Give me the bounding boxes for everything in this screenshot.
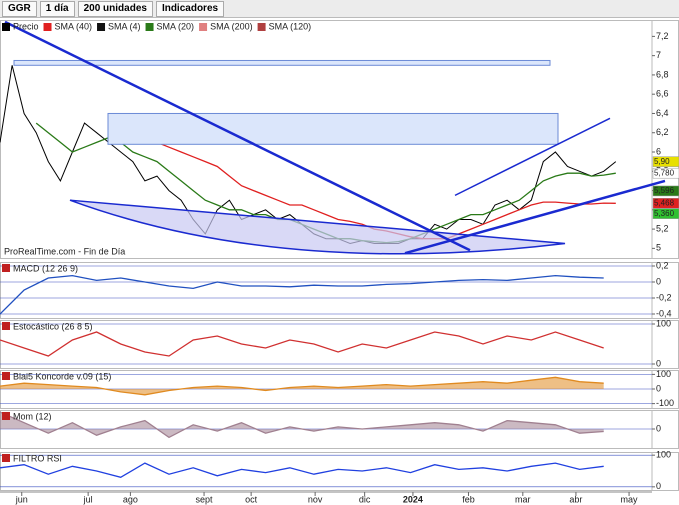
- price-tag: [652, 156, 679, 167]
- price-tag: [652, 167, 679, 179]
- series-line: [0, 331, 604, 357]
- panel: [0, 320, 679, 369]
- zone: [107, 112, 559, 145]
- y-tick-label: 0: [656, 423, 661, 433]
- y-tick-label: 5: [656, 243, 661, 253]
- y-tick-label: 7,2: [656, 31, 669, 41]
- price-tag: [652, 185, 679, 197]
- period[interactable]: 1 día: [39, 0, 75, 17]
- symbol[interactable]: GGR: [2, 0, 37, 17]
- toolbar: GGR 1 día 200 unidades Indicadores: [0, 0, 679, 18]
- x-tick-label: jul: [83, 494, 93, 504]
- panel: [0, 262, 679, 319]
- y-tick-label: 100: [656, 450, 671, 460]
- y-tick-label: 7: [656, 50, 661, 60]
- series-line: [0, 274, 604, 315]
- legend-swatch: [2, 23, 10, 31]
- arc-zone: [69, 199, 566, 255]
- price-tag: [652, 198, 679, 209]
- trend-line: [404, 179, 666, 255]
- series-line: [0, 65, 617, 245]
- panel-title: Estocástico (26 8 5): [13, 321, 93, 331]
- legend-label: Precio: [13, 21, 39, 31]
- title-bg: [2, 412, 10, 420]
- legend-swatch: [257, 23, 266, 31]
- price-tag: [652, 208, 679, 219]
- price-tag-label: 5,360: [654, 209, 675, 218]
- units[interactable]: 200 unidades: [77, 0, 153, 17]
- price-tag-label: 5,780: [654, 168, 675, 177]
- panel-title: FILTRO RSI: [13, 453, 62, 463]
- legend-swatch: [199, 23, 208, 31]
- area-fill: [0, 377, 604, 395]
- price-tag-label: 5,90: [654, 157, 670, 166]
- panel: [0, 452, 679, 491]
- series-line: [0, 376, 604, 396]
- title-bg: [2, 372, 10, 380]
- series-line: [0, 462, 604, 478]
- x-tick-label: 2024: [403, 494, 423, 504]
- panel-title: MACD (12 26 9): [13, 263, 78, 273]
- y-tick-label: 5,2: [656, 223, 669, 233]
- y-tick-label: 6,4: [656, 108, 669, 118]
- y-tick-label: 100: [656, 369, 671, 379]
- y-tick-label: 100: [656, 318, 671, 328]
- y-tick-label: 0: [656, 358, 661, 368]
- title-bg: [2, 454, 10, 462]
- title-bg: [2, 264, 10, 272]
- legend-swatch: [43, 23, 52, 31]
- legend-label: SMA (200): [210, 21, 253, 31]
- legend-swatch: [97, 23, 106, 31]
- legend-label: SMA (120): [269, 21, 312, 31]
- y-tick-label: 6,6: [656, 89, 669, 99]
- chart: 55,25,45,65,866,26,46,66,877,2PrecioSMA …: [0, 20, 679, 504]
- title-bg: [2, 322, 10, 330]
- series-line: [0, 411, 604, 439]
- x-tick-label: jun: [15, 494, 28, 504]
- panel-title: Mom (12): [13, 411, 52, 421]
- price-tag-label: 5,596: [654, 186, 675, 195]
- y-tick-label: -0,2: [656, 292, 672, 302]
- x-tick-label: sept: [196, 494, 214, 504]
- y-tick-label: 6: [656, 146, 661, 156]
- indicators[interactable]: Indicadores: [155, 0, 225, 17]
- footer: ProRealTime.com - Fin de Día: [4, 246, 125, 256]
- legend-label: SMA (40): [55, 21, 93, 31]
- y-tick-label: -0,4: [656, 308, 672, 318]
- x-tick-label: ago: [123, 494, 138, 504]
- legend-label: SMA (4): [108, 21, 141, 31]
- price-tag-label: 5,468: [654, 198, 675, 207]
- y-tick-label: 0: [656, 383, 661, 393]
- series-line: [108, 136, 616, 240]
- legend-swatch: [145, 23, 154, 31]
- legend-label: SMA (20): [157, 21, 195, 31]
- x-tick-label: may: [621, 494, 639, 504]
- y-tick-label: -100: [656, 398, 674, 408]
- trend-line: [454, 117, 611, 197]
- x-tick-label: mar: [515, 494, 531, 504]
- x-tick-label: nov: [308, 494, 323, 504]
- x-tick-label: oct: [245, 494, 258, 504]
- y-tick-label: 0,2: [656, 260, 669, 270]
- panel-title: Blai5 Koncorde v.09 (15): [13, 371, 111, 381]
- y-tick-label: 6,8: [656, 69, 669, 79]
- x-tick-label: feb: [462, 494, 475, 504]
- zone: [13, 59, 551, 66]
- area-fill: [0, 412, 604, 438]
- x-tick-label: dic: [359, 494, 371, 504]
- trend-line: [4, 20, 471, 252]
- y-tick-label: 0: [656, 481, 661, 491]
- y-tick-label: 6,2: [656, 127, 669, 137]
- x-tick-label: abr: [569, 494, 582, 504]
- y-tick-label: 0: [656, 276, 661, 286]
